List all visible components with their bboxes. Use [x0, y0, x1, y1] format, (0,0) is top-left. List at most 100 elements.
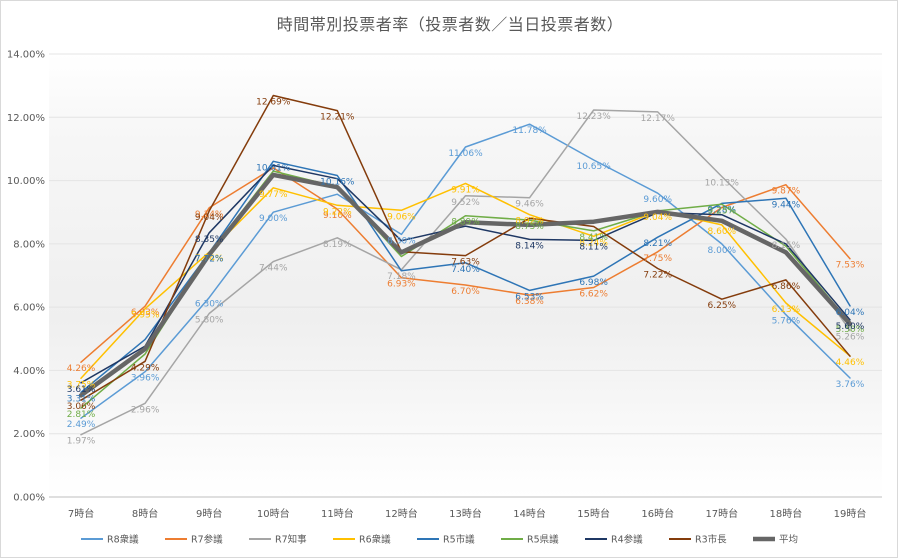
data-label: 6.38% — [515, 297, 544, 307]
x-tick-label: 12時台 — [385, 507, 418, 520]
data-label: 9.60% — [643, 195, 672, 205]
legend-label: R8衆議 — [107, 534, 139, 546]
y-tick-label: 10.00% — [7, 176, 45, 187]
data-label: 5.26% — [836, 333, 865, 343]
data-label: 6.13% — [772, 305, 801, 315]
data-label: 9.25% — [708, 206, 737, 216]
data-label: 8.19% — [323, 240, 352, 250]
data-label: 5.80% — [195, 315, 224, 325]
data-label: 7.74% — [195, 254, 224, 264]
data-label: 8.11% — [579, 242, 608, 252]
legend-label: R6衆議 — [359, 534, 391, 546]
data-label: 5.95% — [131, 311, 160, 321]
data-label: 10.65% — [576, 162, 611, 172]
legend-item[interactable]: R3市長 — [669, 534, 727, 546]
data-label: 8.35% — [195, 235, 224, 245]
data-label: 6.04% — [836, 308, 865, 318]
x-tick-label: 13時台 — [449, 507, 482, 520]
data-label: 6.70% — [451, 287, 480, 297]
x-tick-label: 15時台 — [577, 507, 610, 520]
legend[interactable]: R8衆議 R7参議 R7知事 R6衆議 R5市議 R5県議 R4参議 R3市長 平均 — [81, 534, 798, 546]
series-line-8 — [78, 172, 853, 398]
data-label: 12.69% — [256, 97, 291, 107]
x-axis: 7時台 8時台 9時台 10時台 11時台 12時台 13時台 14時台 15時台 16時台 17時… — [68, 507, 866, 520]
plot-background — [49, 54, 882, 497]
data-label: 3.06% — [67, 402, 96, 412]
data-label: 9.77% — [259, 190, 288, 200]
data-label: 12.21% — [320, 113, 355, 123]
data-label: 11.78% — [512, 126, 547, 136]
data-label: 5.60% — [836, 322, 865, 332]
data-label: 3.96% — [131, 374, 160, 384]
data-label: 2.49% — [67, 420, 96, 430]
data-label: 7.22% — [643, 271, 672, 281]
legend-item[interactable]: R5県議 — [501, 534, 559, 546]
data-label: 8.75% — [515, 222, 544, 232]
data-label: 4.29% — [131, 363, 160, 373]
data-label: 9.06% — [387, 212, 416, 222]
x-tick-label: 10時台 — [257, 507, 290, 520]
data-label: 9.22% — [323, 207, 352, 217]
y-tick-label: 14.00% — [7, 50, 45, 61]
data-label: 8.21% — [643, 239, 672, 249]
data-label: 9.28% — [708, 205, 737, 215]
data-label: 9.00% — [259, 214, 288, 224]
data-label: 9.04% — [643, 213, 672, 223]
legend-item[interactable]: 平均 — [753, 534, 798, 546]
data-label: 8.60% — [708, 227, 737, 237]
series-line-6 — [80, 164, 851, 384]
data-label: 3.76% — [836, 380, 865, 390]
data-label: 9.46% — [515, 200, 544, 210]
data-label: 2.81% — [67, 410, 96, 420]
data-label: 6.86% — [772, 282, 801, 292]
series-lines — [78, 94, 853, 436]
legend-label: R4参議 — [611, 534, 643, 546]
data-label: 9.14% — [195, 210, 224, 220]
data-label: 3.75% — [67, 380, 96, 390]
data-label: 9.04% — [195, 213, 224, 223]
data-label: 5.50% — [836, 325, 865, 335]
data-label: 9.91% — [451, 185, 480, 195]
data-label: 9.52% — [451, 198, 480, 208]
data-label: 6.25% — [708, 301, 737, 311]
x-tick-label: 16時台 — [641, 507, 674, 520]
data-label: 11.06% — [448, 149, 483, 159]
legend-item[interactable]: R4参議 — [585, 534, 643, 546]
series-line-1 — [80, 167, 851, 363]
y-tick-label: 2.00% — [13, 429, 45, 440]
data-label: 12.17% — [641, 114, 676, 124]
legend-item[interactable]: R6衆議 — [333, 534, 391, 546]
x-tick-label: 8時台 — [132, 507, 158, 520]
data-label: 5.76% — [772, 317, 801, 327]
x-tick-label: 14時台 — [513, 507, 546, 520]
data-label: 10.61% — [256, 163, 291, 173]
data-label: 3.61% — [67, 385, 96, 395]
x-tick-label: 18時台 — [770, 507, 803, 520]
data-label: 7.53% — [836, 261, 865, 271]
x-tick-label: 17時台 — [705, 507, 738, 520]
data-label: 7.63% — [451, 258, 480, 268]
legend-item[interactable]: R7参議 — [165, 534, 223, 546]
data-label: 6.62% — [579, 290, 608, 300]
legend-item[interactable]: R7知事 — [249, 534, 307, 546]
data-label: 4.26% — [67, 364, 96, 374]
legend-label: R7知事 — [275, 534, 307, 546]
data-label: 8.14% — [515, 241, 544, 251]
data-label: 6.93% — [387, 280, 416, 290]
data-label: 1.97% — [67, 437, 96, 447]
legend-label: R7参議 — [191, 534, 223, 546]
y-tick-label: 8.00% — [13, 239, 45, 250]
data-label: 8.41% — [579, 233, 608, 243]
data-label: 8.89% — [451, 218, 480, 228]
y-tick-label: 4.00% — [13, 366, 45, 377]
data-label: 8.30% — [387, 236, 416, 246]
series-line-0 — [80, 123, 851, 419]
y-axis: 0.00% 2.00% 4.00% 6.00% 8.00% 10.00% 12.00% 14.… — [7, 50, 45, 504]
data-label: 7.75% — [643, 254, 672, 264]
data-label: 8.15% — [772, 241, 801, 251]
legend-label: R5県議 — [527, 534, 559, 546]
legend-item[interactable]: R8衆議 — [81, 534, 139, 546]
data-label: 10.16% — [320, 178, 355, 188]
series-line-2 — [80, 109, 851, 436]
legend-item[interactable]: R5市議 — [417, 534, 475, 546]
